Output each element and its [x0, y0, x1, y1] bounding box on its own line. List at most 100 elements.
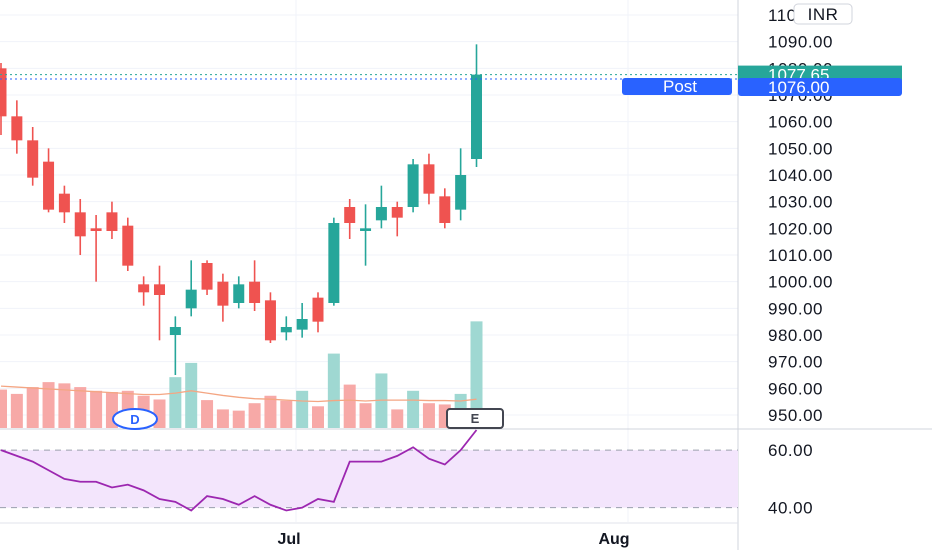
- candle-body: [201, 263, 213, 290]
- currency-badge: INR: [793, 3, 853, 25]
- candle-body: [154, 284, 165, 295]
- volume-bar: [58, 383, 71, 428]
- candle-body: [471, 74, 482, 159]
- volume-bar: [169, 377, 182, 428]
- volume-bar: [391, 409, 404, 428]
- candle-body: [375, 207, 387, 221]
- candle-body: [344, 207, 356, 223]
- candle-body: [455, 175, 467, 210]
- candle: [169, 316, 181, 375]
- volume-bar: [10, 393, 23, 428]
- candle-body: [74, 212, 86, 237]
- candle: [74, 199, 86, 255]
- currency-badge-box: [793, 3, 853, 25]
- post-price-tag: Post 1076.00: [622, 77, 902, 97]
- candle: [375, 185, 387, 229]
- volume-bar: [90, 390, 103, 428]
- candle: [154, 265, 165, 341]
- volume-bar: [185, 362, 198, 428]
- candle: [360, 204, 372, 266]
- candle: [249, 260, 261, 311]
- price-tick-label: 1040.00: [768, 166, 833, 185]
- dividend-badge: D: [112, 408, 158, 430]
- candle-body: [280, 327, 292, 333]
- dividend-badge-circle: [112, 408, 158, 430]
- post-name-label: Post: [663, 77, 697, 96]
- price-tick-label: 950.00: [768, 406, 823, 425]
- price-tick-label: 960.00: [768, 379, 823, 398]
- time-tick-label: Jul: [277, 531, 300, 548]
- candle-body: [391, 207, 403, 218]
- volume-bar: [42, 382, 55, 428]
- rsi-line: [0, 429, 478, 512]
- volume-bar: [327, 353, 340, 428]
- time-axis: Jul Aug: [277, 531, 629, 548]
- volume-bar: [0, 389, 7, 428]
- candle: [344, 199, 356, 239]
- candle-body: [360, 228, 372, 231]
- volume-bar: [359, 403, 372, 428]
- volume-bar: [407, 390, 420, 428]
- candle: [455, 148, 467, 221]
- post-price-tag-box: [738, 78, 902, 96]
- price-tick-label: 1090.00: [768, 33, 833, 52]
- price-axis: 1100.001090.001080.001070.001060.001050.…: [768, 3, 853, 425]
- candle: [58, 185, 70, 223]
- price-tick-label: 990.00: [768, 299, 823, 318]
- price-tick-label: 980.00: [768, 326, 823, 345]
- candle-body: [138, 284, 150, 293]
- candle: [122, 217, 134, 271]
- candle: [423, 153, 435, 205]
- price-tick-label: 1010.00: [768, 246, 833, 265]
- rsi-tick-label: 40.00: [768, 499, 813, 518]
- candle-body: [264, 300, 276, 341]
- candle-body: [407, 164, 419, 207]
- rsi-layer: [0, 429, 478, 512]
- volume-bar: [26, 387, 39, 428]
- price-tick-label: 1060.00: [768, 113, 833, 132]
- time-tick-label: Aug: [598, 531, 629, 548]
- post-price-tag-label: 1076.00: [768, 78, 829, 97]
- candle: [27, 127, 39, 186]
- candle-body: [90, 228, 102, 231]
- candle-body: [11, 116, 23, 141]
- candle-body: [0, 68, 7, 117]
- candle-body: [296, 319, 308, 330]
- volume-bar: [232, 410, 245, 428]
- candle: [11, 100, 23, 154]
- candle-body: [439, 196, 451, 223]
- price-tick-label: 1050.00: [768, 139, 833, 158]
- candle: [296, 303, 308, 338]
- candle-body: [43, 161, 55, 210]
- rsi-tick-label: 60.00: [768, 441, 813, 460]
- candle: [471, 44, 482, 167]
- earnings-badge-box: [446, 408, 504, 429]
- volume-bar: [264, 395, 277, 428]
- price-lines: [0, 74, 738, 80]
- candle-body: [249, 281, 261, 303]
- candle: [312, 292, 324, 333]
- price-tick-label: 970.00: [768, 353, 823, 372]
- volume-bar: [312, 406, 324, 428]
- dividend-badge-label: D: [130, 412, 139, 427]
- volume-bar: [216, 409, 229, 428]
- volume-bar: [343, 384, 356, 428]
- candle: [264, 292, 276, 343]
- candle-body: [169, 327, 181, 335]
- candle: [90, 215, 102, 282]
- rsi-band: [0, 450, 738, 508]
- candle: [280, 316, 292, 341]
- earnings-badge: E: [446, 408, 504, 429]
- candle-body: [233, 284, 245, 303]
- candle-body: [423, 164, 435, 194]
- candle-body: [185, 289, 197, 309]
- volume-bar: [422, 403, 435, 428]
- candle: [43, 148, 55, 213]
- price-tick-label: 1000.00: [768, 273, 833, 292]
- candle-body: [328, 223, 340, 303]
